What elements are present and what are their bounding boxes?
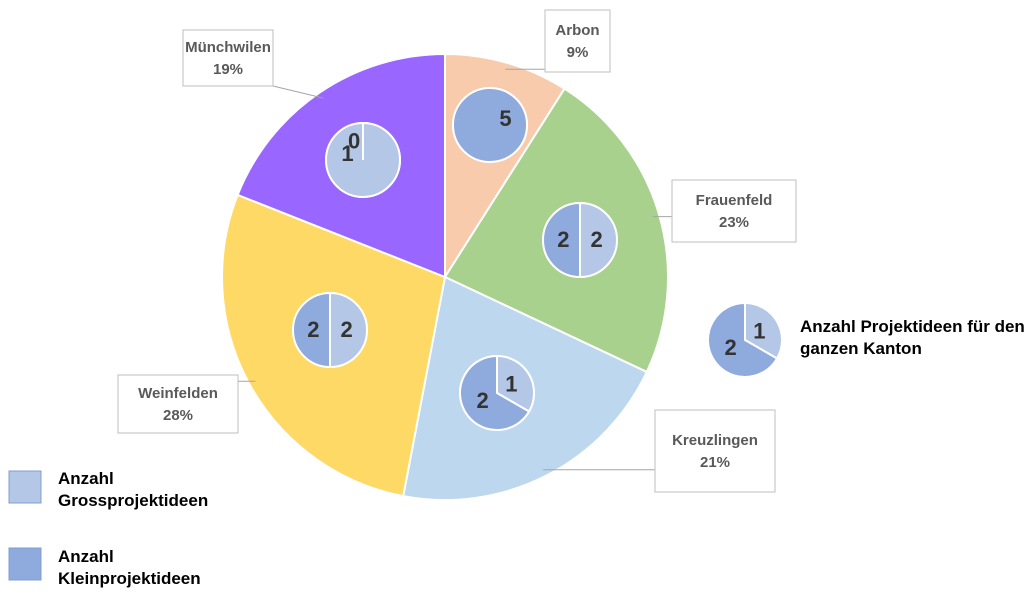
callout-box xyxy=(654,409,776,493)
callout-box xyxy=(117,374,239,434)
mini-pie-label: 2 xyxy=(341,317,353,342)
mini-pie-label: 5 xyxy=(499,106,511,131)
mini-pie-label: 1 xyxy=(753,318,765,343)
mini-pie-slice xyxy=(452,87,528,163)
value-label: 19% xyxy=(213,61,243,78)
canton-note: Anzahl Projektideen für den ganzen Kanto… xyxy=(800,317,1025,358)
mini-pie-slice xyxy=(329,291,368,369)
category-label: Kreuzlingen xyxy=(672,432,758,449)
mini-pie-slice xyxy=(542,201,581,279)
mini-pie-label: 0 xyxy=(348,128,360,153)
mini-pie-slice xyxy=(292,291,331,369)
mini-pie-label: 2 xyxy=(724,335,736,360)
mini-pie-slice xyxy=(707,301,779,378)
category-label: Münchwilen xyxy=(185,39,271,56)
legend-swatch xyxy=(8,547,42,581)
mini-pie-label: 2 xyxy=(557,227,569,252)
mini-pie-label: 2 xyxy=(591,227,603,252)
mini-pie-label: 2 xyxy=(307,317,319,342)
mini-pie-slice xyxy=(459,354,531,431)
callout-box xyxy=(671,179,797,243)
value-label: 28% xyxy=(163,407,193,424)
legend-swatch xyxy=(8,470,42,504)
value-label: 21% xyxy=(700,454,730,471)
legend-label: Anzahl Grossprojektideen xyxy=(58,469,209,510)
mini-pie-label: 2 xyxy=(476,388,488,413)
category-label: Weinfelden xyxy=(138,385,218,402)
category-label: Arbon xyxy=(555,22,599,39)
callout-box xyxy=(182,29,274,87)
value-label: 9% xyxy=(567,44,589,61)
legend-label: Anzahl Kleinprojektideen xyxy=(58,547,201,588)
value-label: 23% xyxy=(719,214,749,231)
mini-pie-label: 1 xyxy=(341,141,353,166)
callout-leader xyxy=(272,85,324,99)
mini-pie-slice xyxy=(579,201,618,279)
callout-box xyxy=(544,9,611,73)
mini-pie-label: 1 xyxy=(505,371,517,396)
category-label: Frauenfeld xyxy=(696,192,773,209)
